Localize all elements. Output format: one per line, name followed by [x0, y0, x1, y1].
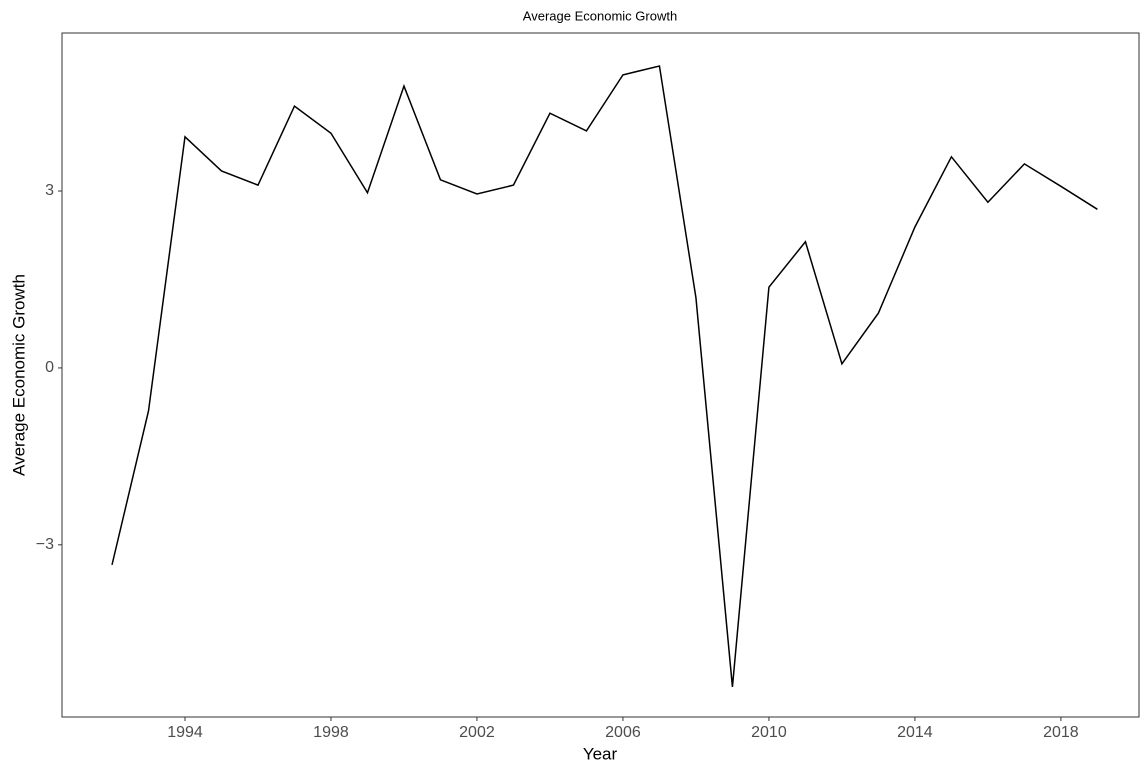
x-tick-label: 1994 — [167, 724, 203, 741]
y-tick-label: 3 — [45, 182, 54, 199]
y-tick-label: −3 — [36, 536, 54, 553]
x-axis-label: Year — [583, 744, 618, 763]
x-tick-label: 2014 — [897, 724, 933, 741]
x-tick-label: 2006 — [605, 724, 641, 741]
line — [111, 65, 1098, 687]
x-tick-label: 2002 — [459, 724, 495, 741]
chart-title: Average Economic Growth — [523, 8, 677, 23]
panel-border — [61, 32, 1140, 718]
x-tick-label: 2018 — [1043, 724, 1079, 741]
x-tick-label: 2010 — [751, 724, 787, 741]
y-axis-label: Average Economic Growth — [9, 274, 28, 476]
x-tick-label: 1998 — [313, 724, 349, 741]
y-tick-label: 0 — [45, 359, 54, 376]
